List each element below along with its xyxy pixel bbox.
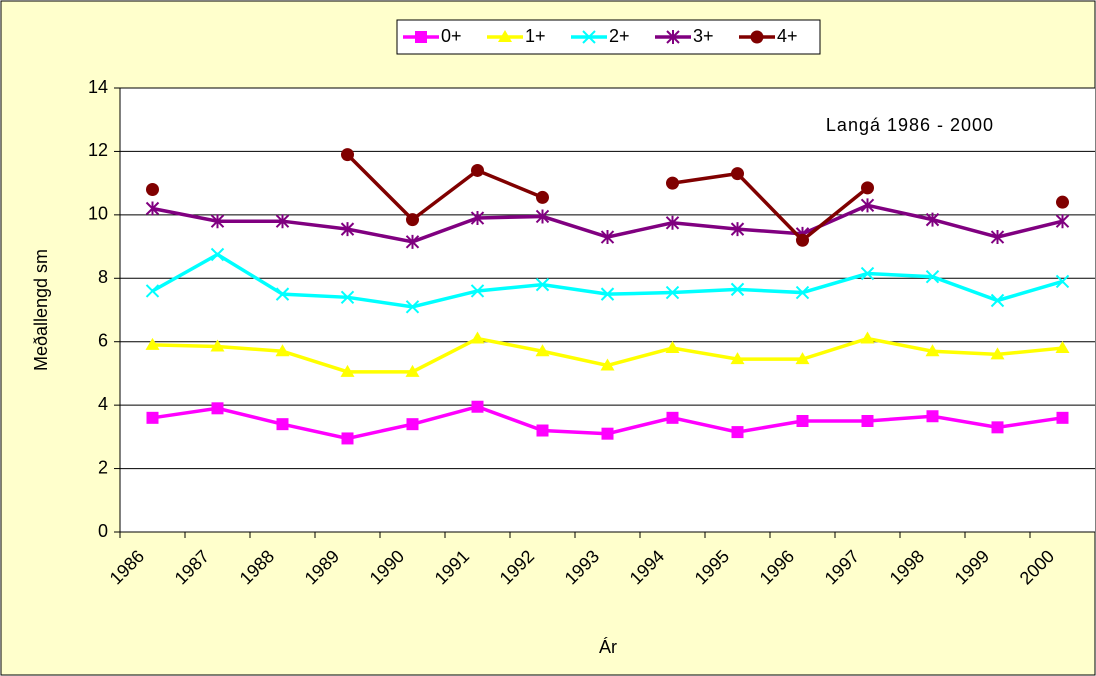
marker bbox=[275, 214, 290, 229]
marker bbox=[535, 209, 550, 224]
marker bbox=[860, 266, 875, 281]
marker bbox=[860, 198, 875, 213]
marker bbox=[145, 201, 160, 216]
marker bbox=[340, 290, 355, 305]
marker bbox=[210, 214, 225, 229]
marker bbox=[730, 352, 745, 365]
legend-marker bbox=[415, 31, 427, 43]
y-axis-label: Meðallengd sm bbox=[31, 249, 51, 371]
marker bbox=[470, 284, 485, 298]
marker bbox=[340, 222, 355, 237]
marker bbox=[536, 190, 549, 204]
marker bbox=[276, 418, 289, 431]
marker bbox=[1055, 214, 1070, 229]
marker bbox=[665, 341, 680, 354]
legend-marker bbox=[582, 30, 596, 44]
marker bbox=[925, 212, 940, 227]
y-tick-label: 6 bbox=[98, 330, 108, 350]
marker bbox=[990, 230, 1005, 245]
marker bbox=[405, 234, 420, 249]
marker bbox=[925, 269, 940, 284]
marker bbox=[666, 176, 679, 190]
y-tick-label: 8 bbox=[98, 267, 108, 287]
y-tick-label: 14 bbox=[88, 77, 108, 97]
marker bbox=[471, 163, 484, 177]
marker bbox=[210, 339, 225, 352]
marker bbox=[860, 331, 875, 344]
marker bbox=[1056, 411, 1069, 424]
legend: 0+ 1+ 2+ 3+ 4+ bbox=[396, 19, 821, 55]
y-tick-label: 10 bbox=[88, 204, 108, 224]
legend-label: 1+ bbox=[525, 26, 546, 46]
legend-label: 3+ bbox=[693, 26, 714, 46]
marker bbox=[861, 181, 874, 195]
marker bbox=[535, 344, 550, 357]
marker bbox=[340, 364, 355, 377]
marker bbox=[275, 344, 290, 357]
y-tick-label: 2 bbox=[98, 457, 108, 477]
marker bbox=[341, 432, 354, 445]
marker bbox=[600, 287, 615, 301]
marker bbox=[991, 421, 1004, 434]
marker bbox=[275, 287, 290, 301]
marker bbox=[146, 182, 159, 196]
marker bbox=[925, 344, 940, 357]
y-tick-label: 4 bbox=[98, 394, 108, 414]
marker bbox=[406, 418, 419, 431]
marker bbox=[796, 415, 809, 427]
marker bbox=[145, 337, 160, 350]
marker bbox=[666, 411, 679, 424]
marker bbox=[470, 211, 485, 226]
marker bbox=[861, 415, 874, 427]
marker bbox=[405, 364, 420, 377]
marker bbox=[536, 424, 549, 437]
legend-label: 0+ bbox=[441, 26, 462, 46]
marker bbox=[145, 284, 160, 298]
marker bbox=[211, 402, 224, 415]
annotation: Langá 1986 - 2000 bbox=[826, 115, 994, 135]
marker bbox=[795, 352, 810, 365]
marker bbox=[731, 167, 744, 181]
marker bbox=[1055, 341, 1070, 354]
marker bbox=[731, 426, 744, 439]
marker bbox=[796, 233, 809, 247]
legend-marker bbox=[750, 30, 764, 44]
marker bbox=[730, 222, 745, 237]
marker bbox=[926, 410, 939, 423]
marker bbox=[146, 411, 159, 424]
marker bbox=[210, 247, 225, 262]
legend-label: 2+ bbox=[609, 26, 630, 46]
x-axis-label: Ár bbox=[599, 637, 617, 657]
marker bbox=[990, 347, 1005, 360]
marker bbox=[471, 400, 484, 413]
y-tick-label: 0 bbox=[98, 521, 108, 541]
marker bbox=[990, 293, 1005, 308]
marker bbox=[406, 213, 419, 227]
marker bbox=[665, 285, 680, 300]
marker bbox=[795, 285, 810, 300]
marker bbox=[601, 427, 614, 440]
marker bbox=[1056, 195, 1069, 209]
marker bbox=[470, 331, 485, 344]
plot-area bbox=[120, 88, 1095, 532]
marker bbox=[535, 277, 550, 292]
y-tick-label: 12 bbox=[88, 140, 108, 160]
marker bbox=[341, 148, 354, 162]
marker bbox=[600, 230, 615, 245]
marker bbox=[730, 282, 745, 297]
legend-label: 4+ bbox=[777, 26, 798, 46]
marker bbox=[600, 358, 615, 371]
marker bbox=[405, 300, 420, 314]
marker bbox=[1055, 274, 1070, 289]
legend-marker bbox=[498, 30, 512, 42]
marker bbox=[665, 215, 680, 230]
legend-marker bbox=[666, 30, 680, 44]
